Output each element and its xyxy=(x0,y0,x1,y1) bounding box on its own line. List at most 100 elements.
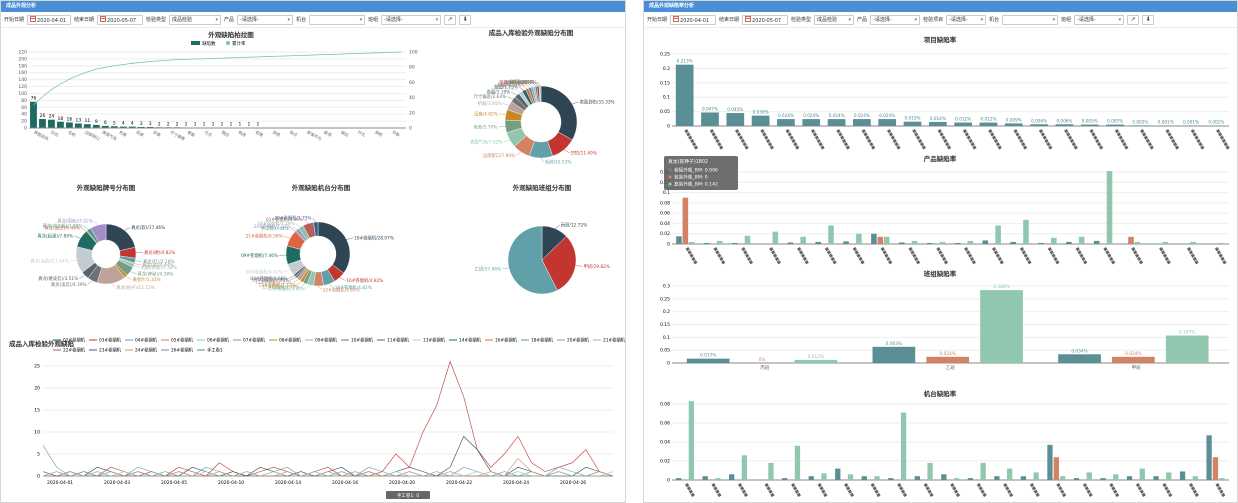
legend-label[interactable]: 21#卷烟机 xyxy=(603,337,625,344)
rate-bar[interactable] xyxy=(686,358,730,363)
rate-bar[interactable] xyxy=(1190,241,1196,244)
legend-label[interactable]: 02#卷烟机 xyxy=(63,337,86,344)
legend-label[interactable]: 04#卷烟机 xyxy=(135,337,158,344)
rate-bar[interactable] xyxy=(702,476,708,480)
trend-line[interactable] xyxy=(42,471,614,477)
rate-bar[interactable] xyxy=(759,243,766,244)
export-icon-button[interactable]: ⬇ xyxy=(1142,14,1155,25)
rate-bar[interactable] xyxy=(883,236,890,244)
legend-label[interactable]: 08#卷烟机 xyxy=(279,337,302,344)
rate-bar[interactable] xyxy=(1010,241,1016,244)
rate-bar[interactable] xyxy=(794,359,838,363)
legend-label[interactable]: 16#卷烟机 xyxy=(495,337,518,344)
rate-bar[interactable] xyxy=(802,119,821,126)
rate-bar[interactable] xyxy=(675,64,694,126)
rate-bar[interactable] xyxy=(716,240,723,244)
rate-bar[interactable] xyxy=(861,476,867,480)
rate-bar[interactable] xyxy=(1020,476,1027,480)
rate-bar[interactable] xyxy=(1023,219,1029,244)
legend-label[interactable]: 11#卷烟机 xyxy=(387,337,410,344)
rate-bar[interactable] xyxy=(782,478,788,480)
rate-bar[interactable] xyxy=(1086,472,1092,480)
pareto-bar[interactable] xyxy=(30,101,37,128)
rate-bar[interactable] xyxy=(967,240,974,244)
pareto-bar[interactable] xyxy=(92,124,100,128)
rate-bar[interactable] xyxy=(1165,335,1209,363)
legend-label[interactable]: 20#卷烟机 xyxy=(567,337,590,344)
rate-bar[interactable] xyxy=(744,235,751,244)
rate-bar[interactable] xyxy=(1006,468,1013,480)
rate-bar[interactable] xyxy=(888,478,894,480)
rate-bar[interactable] xyxy=(828,225,834,244)
rate-bar[interactable] xyxy=(1047,444,1053,480)
shift-select[interactable]: -请选择- xyxy=(381,14,442,25)
rate-bar[interactable] xyxy=(821,473,827,480)
pareto-bar[interactable] xyxy=(119,126,127,128)
rate-bar[interactable] xyxy=(1080,124,1099,126)
legend-label[interactable]: 03#卷烟机 xyxy=(99,337,122,344)
rate-bar[interactable] xyxy=(1113,474,1119,480)
rate-bar[interactable] xyxy=(1066,241,1072,244)
pareto-bar[interactable] xyxy=(74,123,82,128)
rate-bar[interactable] xyxy=(939,241,946,244)
pareto-bar[interactable] xyxy=(110,126,118,128)
end-date-input[interactable]: 2020-05-07 xyxy=(97,14,144,25)
end-date-input[interactable]: 2020-05-07 xyxy=(742,14,789,25)
rate-bar[interactable] xyxy=(808,476,814,480)
item-select[interactable]: -请选择- xyxy=(946,14,987,25)
chart-icon-button[interactable]: ↗ xyxy=(1127,14,1140,25)
inspection-type-select[interactable]: 成品检验 xyxy=(814,14,855,25)
pareto-bar[interactable] xyxy=(39,119,46,128)
pareto-bar[interactable] xyxy=(146,126,154,128)
rate-bar[interactable] xyxy=(726,113,745,126)
donut-slice[interactable] xyxy=(90,223,107,243)
legend-label[interactable]: 05#卷烟机 xyxy=(171,337,194,344)
rate-bar[interactable] xyxy=(1078,236,1085,244)
rate-bar[interactable] xyxy=(1030,124,1048,126)
rate-bar[interactable] xyxy=(1166,472,1172,480)
rate-bar[interactable] xyxy=(953,478,960,480)
rate-bar[interactable] xyxy=(926,242,933,244)
rate-bar[interactable] xyxy=(1100,478,1106,480)
trend-line[interactable] xyxy=(43,457,614,477)
rate-bar[interactable] xyxy=(1126,476,1133,480)
rate-bar[interactable] xyxy=(794,445,801,480)
legend-label[interactable]: 18#卷烟机 xyxy=(531,337,554,344)
rate-bar[interactable] xyxy=(1055,124,1074,126)
pareto-bar[interactable] xyxy=(65,122,73,128)
rate-bar[interactable] xyxy=(954,242,961,244)
pareto-bar[interactable] xyxy=(57,121,64,128)
rate-bar[interactable] xyxy=(688,401,695,480)
legend-label[interactable]: 10#卷烟机 xyxy=(351,337,374,344)
rate-bar[interactable] xyxy=(1053,457,1059,480)
rate-bar[interactable] xyxy=(1139,468,1145,480)
pareto-bar[interactable] xyxy=(48,119,55,128)
rate-bar[interactable] xyxy=(768,462,774,480)
rate-bar[interactable] xyxy=(787,242,794,244)
rate-bar[interactable] xyxy=(704,242,710,244)
rate-bar[interactable] xyxy=(914,476,920,480)
rate-bar[interactable] xyxy=(1073,478,1080,480)
chart-icon-button[interactable]: ↗ xyxy=(444,14,457,25)
rate-bar[interactable] xyxy=(751,115,770,126)
legend-label[interactable]: 23#卷烟机 xyxy=(99,347,122,354)
rate-bar[interactable] xyxy=(729,474,735,480)
rate-bar[interactable] xyxy=(911,240,918,244)
rate-bar[interactable] xyxy=(676,236,682,244)
rate-bar[interactable] xyxy=(1121,243,1128,244)
pareto-bar[interactable] xyxy=(101,125,109,128)
rate-bar[interactable] xyxy=(710,243,717,244)
rate-bar[interactable] xyxy=(878,119,897,126)
rate-bar[interactable] xyxy=(1131,125,1150,126)
rate-bar[interactable] xyxy=(995,225,1001,244)
rate-bar[interactable] xyxy=(675,478,682,480)
rate-bar[interactable] xyxy=(1060,476,1066,480)
rate-bar[interactable] xyxy=(926,356,970,363)
rate-bar[interactable] xyxy=(1192,476,1198,480)
rate-bar[interactable] xyxy=(967,478,974,480)
inspection-type-select[interactable]: 成品检验 xyxy=(169,14,222,25)
rate-bar[interactable] xyxy=(1128,236,1134,244)
rate-bar[interactable] xyxy=(874,476,880,480)
rate-bar[interactable] xyxy=(903,121,922,126)
product-select[interactable]: -请选择- xyxy=(870,14,921,25)
